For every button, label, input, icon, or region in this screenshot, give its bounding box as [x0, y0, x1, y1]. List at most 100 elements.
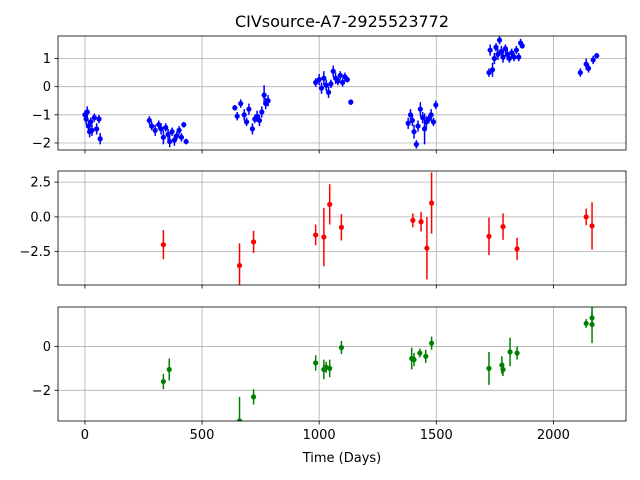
data-point — [176, 127, 182, 133]
data-point — [514, 246, 520, 252]
data-point — [94, 126, 100, 132]
data-point — [491, 55, 497, 62]
y-tick-label: −2.5 — [19, 245, 51, 260]
data-point — [174, 133, 180, 139]
data-point — [513, 47, 519, 53]
data-point — [160, 242, 167, 248]
data-point — [514, 350, 520, 356]
data-point — [486, 69, 492, 76]
data-point — [313, 232, 319, 238]
data-point — [409, 117, 415, 124]
data-point — [511, 54, 517, 60]
data-point — [171, 137, 178, 143]
data-point — [516, 54, 522, 60]
data-point — [335, 78, 341, 84]
middle-panel: −2.5 0.0 2.5 — [19, 170, 627, 289]
data-point — [590, 57, 596, 63]
data-point — [167, 138, 173, 145]
data-point — [96, 116, 102, 122]
data-point — [89, 127, 95, 133]
y-tick-label: −1 — [32, 108, 51, 123]
data-point — [405, 120, 411, 126]
axes-frame — [57, 306, 627, 422]
data-point — [181, 122, 187, 128]
data-point — [163, 124, 169, 131]
data-point — [165, 131, 171, 138]
data-point — [504, 51, 510, 57]
x-axis-label: Time (Days) — [302, 451, 382, 466]
data-point — [259, 109, 265, 115]
data-point — [500, 366, 506, 373]
data-point — [250, 239, 257, 245]
x-tick-label: 0 — [81, 428, 89, 443]
bottom-panel: 0 500 1000 1500 2000 −2 0 — [32, 306, 627, 443]
data-point — [430, 119, 437, 125]
x-tick-label: 1000 — [303, 428, 336, 443]
top-panel: −2 −1 0 1 — [32, 35, 627, 154]
data-point — [507, 349, 513, 355]
data-point — [344, 77, 350, 83]
data-point — [152, 127, 158, 133]
data-series — [160, 307, 595, 421]
data-point — [433, 102, 439, 108]
data-point — [232, 105, 238, 111]
data-point — [415, 123, 421, 129]
data-point — [321, 75, 327, 81]
data-point — [583, 61, 589, 67]
data-point — [411, 129, 417, 135]
data-point — [234, 113, 240, 119]
data-point — [246, 106, 252, 112]
data-point — [577, 69, 583, 76]
data-point — [495, 51, 501, 57]
chart-title: CIVsource-A7-2925523772 — [235, 12, 449, 31]
data-point — [243, 119, 250, 125]
data-point — [489, 67, 496, 73]
data-point — [487, 47, 493, 53]
data-point — [160, 378, 167, 385]
data-point — [417, 350, 423, 356]
y-tick-label: 2.5 — [30, 176, 51, 191]
data-point — [339, 79, 346, 86]
y-tick-label: −2 — [32, 384, 51, 399]
data-point — [589, 223, 595, 229]
data-point — [496, 37, 503, 43]
data-point — [166, 366, 172, 373]
data-point — [338, 224, 345, 230]
data-point — [149, 123, 155, 129]
data-point — [411, 357, 417, 363]
data-point — [83, 116, 89, 122]
y-tick-label: 0 — [43, 340, 51, 355]
data-point — [519, 43, 525, 49]
data-point — [589, 315, 595, 321]
data-point — [410, 217, 416, 223]
y-tick-label: 0 — [43, 80, 51, 95]
axes-frame — [57, 35, 627, 151]
data-point — [84, 109, 90, 115]
data-point — [158, 126, 164, 132]
data-point — [236, 418, 243, 421]
data-point — [417, 106, 423, 112]
data-point — [261, 92, 267, 98]
data-point — [509, 50, 515, 56]
data-point — [583, 214, 589, 220]
data-point — [585, 65, 592, 71]
data-point — [413, 141, 419, 147]
data-point — [328, 81, 334, 87]
axes-frame — [57, 170, 627, 286]
data-point — [428, 112, 434, 118]
data-point — [146, 117, 152, 124]
data-point — [486, 365, 492, 371]
y-tick-label: 0.0 — [30, 210, 51, 225]
data-point — [321, 234, 327, 240]
data-point — [249, 126, 256, 132]
data-point — [348, 99, 354, 105]
data-series — [160, 172, 595, 285]
data-point — [236, 262, 243, 269]
data-point — [313, 360, 319, 366]
data-point — [169, 129, 175, 135]
data-point — [178, 134, 185, 140]
data-point — [313, 79, 319, 86]
data-point — [183, 138, 189, 145]
